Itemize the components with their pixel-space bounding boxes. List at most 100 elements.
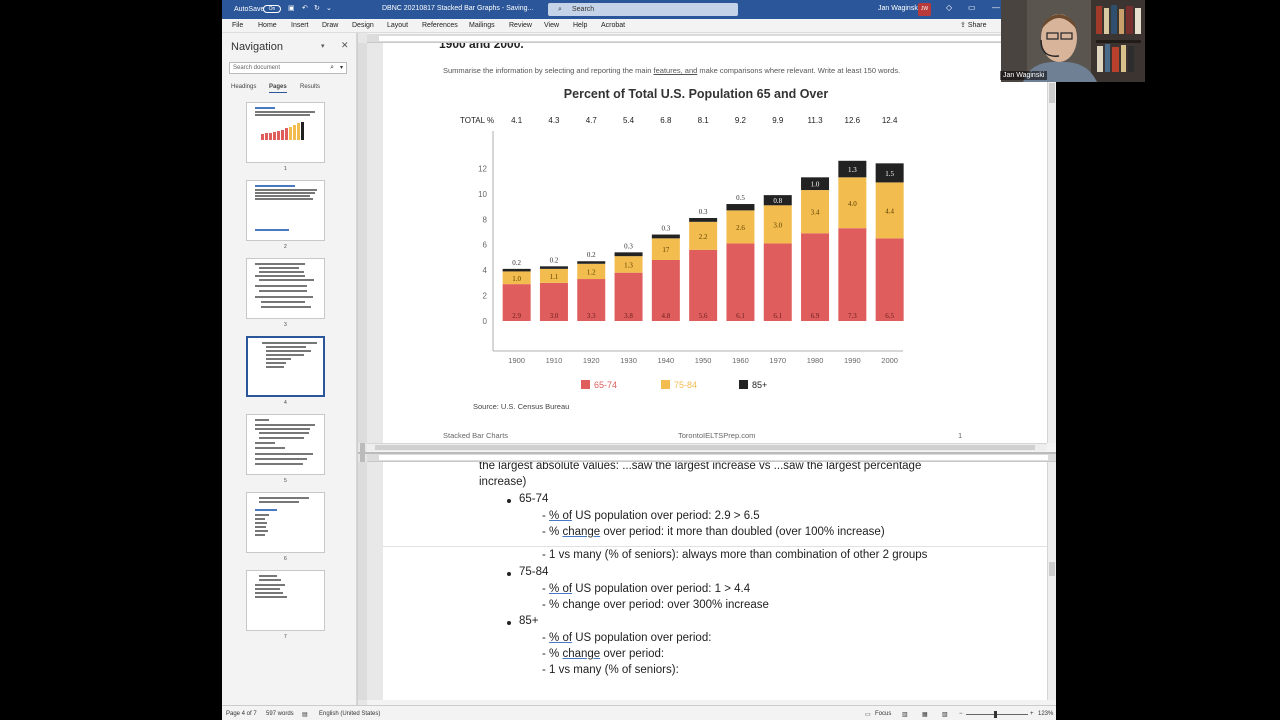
save-icon[interactable]: ▣	[288, 5, 295, 12]
legend-swatch	[661, 380, 670, 389]
autosave-toggle[interactable]: On	[263, 5, 281, 13]
top-pane-horizontal-scrollbar[interactable]	[367, 443, 1047, 451]
page-thumbnail-5[interactable]	[246, 414, 325, 475]
menu-acrobat[interactable]: Acrobat	[601, 22, 626, 29]
document-pane-bottom: the largest absolute values: ...saw the …	[367, 462, 1047, 700]
group-title-65-74: 65-74	[519, 493, 549, 505]
tab-pages[interactable]: Pages	[269, 84, 287, 93]
menu-home[interactable]: Home	[258, 22, 277, 29]
notes-line-cut-2: increase)	[479, 476, 527, 488]
print-layout-icon[interactable]: ▦	[922, 712, 928, 718]
bullet-icon	[507, 572, 511, 576]
data-label: 1.3	[624, 261, 633, 269]
menu-design[interactable]: Design	[352, 22, 374, 29]
undo-icon[interactable]: ↶	[302, 5, 308, 12]
page-thumbnail-3[interactable]	[246, 258, 325, 319]
page-thumbnail-2[interactable]	[246, 180, 325, 241]
page-thumbnail-1[interactable]	[246, 102, 325, 163]
legend-swatch	[739, 380, 748, 389]
y-tick-label: 4	[483, 266, 488, 275]
bottom-pane-scrollbar[interactable]	[1047, 462, 1056, 700]
bar-segment-75-84	[614, 256, 643, 273]
total-label: 5.4	[623, 116, 635, 125]
x-tick-label: 1900	[508, 356, 525, 365]
page-thumbnail-4[interactable]	[246, 336, 325, 397]
page-thumbnail-6[interactable]	[246, 492, 325, 553]
search-box[interactable]: ⌕ Search	[548, 3, 738, 16]
diamond-icon[interactable]: ◇	[946, 3, 953, 12]
avatar[interactable]: JW	[918, 3, 931, 16]
data-label: 1.0	[811, 181, 820, 189]
user-name[interactable]: Jan Waginski	[878, 5, 920, 12]
zoom-slider-thumb[interactable]	[994, 711, 997, 718]
x-tick-label: 1910	[546, 356, 563, 365]
menu-layout[interactable]: Layout	[387, 22, 409, 29]
data-label: 1.5	[885, 170, 894, 178]
bar-segment-65-74	[801, 233, 830, 321]
chevron-down-icon[interactable]: ▾	[339, 65, 343, 71]
close-icon[interactable]: ✕	[341, 40, 349, 50]
menu-draw[interactable]: Draw	[322, 22, 339, 29]
total-label: 4.3	[548, 116, 560, 125]
menu-mailings[interactable]: Mailings	[469, 22, 495, 29]
vertical-ruler-top	[358, 43, 367, 443]
bar-segment-85+	[838, 160, 867, 178]
top-pane-scrollbar[interactable]	[1047, 43, 1056, 443]
bar-segment-75-84	[875, 182, 904, 239]
data-label: 4.8	[661, 312, 670, 320]
zoom-level[interactable]: 123%	[1038, 711, 1054, 717]
note-line: - % of US population over period: 2.9 > …	[542, 510, 760, 522]
share-button[interactable]: ⇪ Share	[960, 22, 987, 29]
menu-help[interactable]: Help	[573, 22, 588, 29]
tab-headings[interactable]: Headings	[231, 84, 257, 90]
menu-references[interactable]: References	[422, 22, 458, 29]
horizontal-ruler-top[interactable]	[367, 34, 1056, 43]
menu-review[interactable]: Review	[509, 22, 532, 29]
title-bar: AutoSave On ▣ ↶ ↻ ⌄ DBNC 20210817 Stacke…	[222, 0, 1056, 19]
document-title: DBNC 20210817 Stacked Bar Graphs - Savin…	[382, 5, 534, 12]
bar-segment-75-84	[726, 210, 755, 244]
total-label: 12.4	[882, 116, 898, 125]
menu-insert[interactable]: Insert	[291, 22, 309, 29]
data-label: 0.3	[661, 225, 670, 233]
data-label: 0.2	[512, 259, 521, 267]
redo-icon[interactable]: ↻	[314, 5, 320, 12]
data-label: 6.1	[736, 312, 745, 320]
chart-title: Percent of Total U.S. Population 65 and …	[564, 87, 829, 101]
data-label: 0.8	[773, 197, 782, 205]
navigation-options-icon[interactable]: ▾	[321, 43, 325, 50]
menu-file[interactable]: File	[232, 22, 244, 29]
source-note: Source: U.S. Census Bureau	[473, 402, 570, 411]
focus-icon[interactable]: ▭	[865, 712, 871, 718]
menu-view[interactable]: View	[544, 22, 560, 29]
horizontal-ruler-bottom[interactable]	[367, 453, 1056, 462]
data-label: 0.2	[550, 256, 559, 264]
proofing-icon[interactable]: ▤	[302, 712, 308, 718]
word-count[interactable]: 597 words	[266, 711, 294, 717]
customize-icon[interactable]: ⌄	[326, 5, 332, 12]
focus-button[interactable]: Focus	[875, 711, 892, 717]
y-tick-label: 10	[478, 190, 487, 199]
page-count[interactable]: Page 4 of 7	[226, 711, 257, 717]
bar-segment-65-74	[539, 282, 568, 321]
bar-segment-75-84	[502, 271, 531, 285]
navigation-title: Navigation	[231, 41, 283, 53]
web-layout-icon[interactable]: ▧	[942, 712, 948, 718]
language-status[interactable]: English (United States)	[319, 711, 381, 717]
tab-results[interactable]: Results	[300, 84, 321, 90]
read-mode-icon[interactable]: ▥	[902, 712, 908, 718]
ribbon-display-icon[interactable]: ▭	[968, 3, 976, 12]
legend-label: 85+	[752, 380, 767, 390]
zoom-in-icon[interactable]: +	[1030, 711, 1034, 717]
page-thumbnail-7[interactable]	[246, 570, 325, 631]
minimize-icon[interactable]: —	[992, 3, 1000, 12]
split-pane-divider[interactable]	[358, 452, 1056, 454]
navigation-search-input[interactable]: Search document ⌕ ▾	[229, 62, 347, 74]
zoom-slider[interactable]	[966, 714, 1028, 715]
zoom-out-icon[interactable]: −	[959, 711, 963, 717]
page-break-line	[383, 546, 1047, 547]
note-line: - % of US population over period:	[542, 632, 712, 644]
bar-segment-85+	[614, 252, 643, 257]
data-label: 2.2	[699, 233, 708, 241]
vertical-ruler-bottom	[358, 462, 367, 700]
